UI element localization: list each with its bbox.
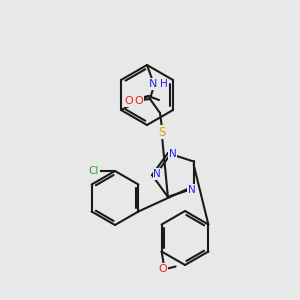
Text: N: N — [169, 149, 177, 159]
Text: Cl: Cl — [89, 166, 99, 176]
Text: N: N — [149, 79, 157, 89]
Text: H: H — [160, 79, 168, 89]
Text: N: N — [188, 184, 196, 194]
Text: O: O — [158, 263, 167, 274]
Text: S: S — [158, 125, 166, 139]
Text: O: O — [135, 96, 143, 106]
Text: N: N — [153, 169, 161, 179]
Text: O: O — [124, 96, 134, 106]
